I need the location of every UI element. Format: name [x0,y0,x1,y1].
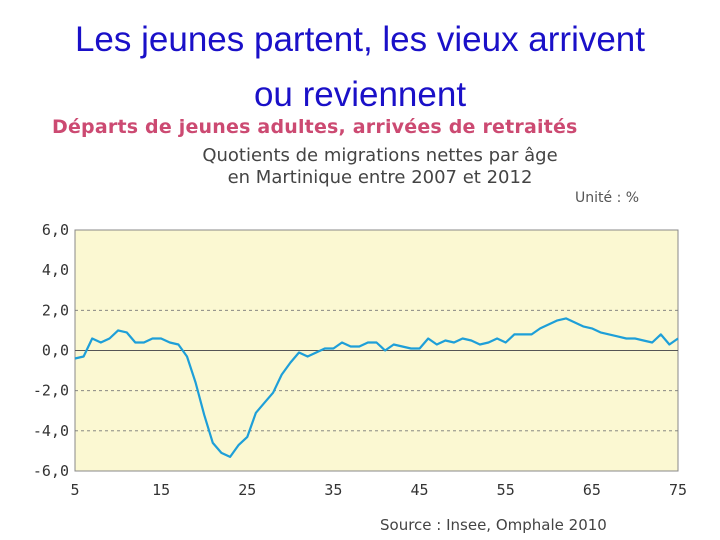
chart-subtitle-line2: en Martinique entre 2007 et 2012 [227,167,533,188]
slide-title-line1: Les jeunes partent, les vieux arrivent [74,20,646,59]
slide-title-line2: ou reviennent [253,75,467,114]
chart-subtitle-line1: Quotients de migrations nettes par âge [202,145,558,166]
y-tick-label: -4,0 [33,422,69,440]
unit-label: Unité : % [575,190,640,206]
y-tick-label: -2,0 [33,382,69,400]
x-tick-label: 65 [583,481,601,499]
y-tick-label: -6,0 [33,462,69,480]
x-tick-label: 55 [497,481,515,499]
series-line [74,317,679,458]
x-tick-label: 75 [669,481,687,499]
x-tick-label: 35 [324,481,342,499]
y-tick-label: 0,0 [42,342,69,360]
chart-title: Départs de jeunes adultes, arrivées de r… [52,116,578,138]
x-tick-label: 15 [152,481,170,499]
y-tick-label: 2,0 [42,301,69,319]
x-tick-label: 5 [70,481,79,499]
y-tick-label: 4,0 [42,261,69,279]
source-note: Source : Insee, Omphale 2010 [380,516,607,534]
x-tick-label: 45 [411,481,429,499]
x-tick-label: 25 [238,481,256,499]
y-tick-label: 6,0 [42,221,69,239]
